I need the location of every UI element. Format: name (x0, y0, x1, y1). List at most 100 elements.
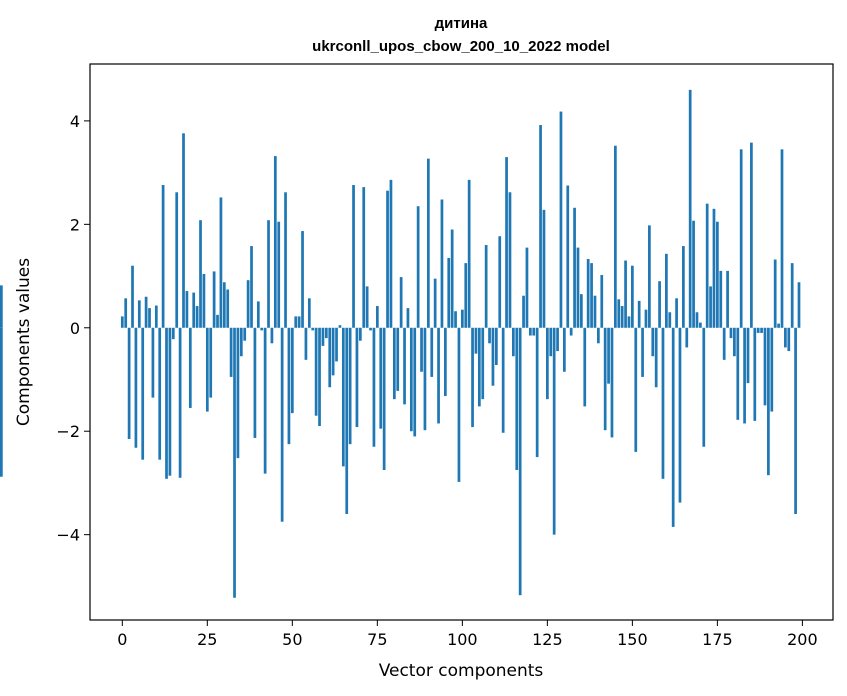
bar (556, 327, 559, 352)
bar (375, 306, 379, 328)
bar (168, 327, 172, 476)
y-axis-label: Components values (14, 258, 34, 426)
bars-group (0, 89, 801, 598)
bar (746, 327, 750, 384)
bar (736, 327, 740, 420)
bar (409, 327, 413, 432)
bar (501, 327, 505, 433)
bar (148, 308, 151, 328)
bar (529, 327, 532, 336)
bar (311, 327, 315, 331)
bar (440, 199, 444, 328)
bar (654, 327, 658, 388)
bar (454, 311, 457, 328)
bar (733, 327, 736, 357)
bar (614, 145, 617, 328)
bar (763, 327, 767, 406)
bar (280, 327, 284, 522)
bar (0, 327, 3, 477)
bar (729, 327, 733, 339)
bar (695, 312, 699, 328)
bar (144, 296, 148, 328)
bar (491, 327, 495, 386)
bar (464, 263, 468, 328)
bar (682, 246, 685, 328)
bar (430, 327, 434, 377)
bar (460, 309, 464, 328)
bar (403, 327, 406, 405)
x-axis-ticks: 0 25 50 75 100 125 150 175 200 (117, 620, 818, 649)
bar (580, 294, 583, 328)
bar (314, 327, 318, 416)
y-tick-label: 4 (70, 112, 80, 131)
bar (498, 236, 502, 328)
x-tick-label: 150 (617, 630, 648, 649)
bar (777, 323, 780, 328)
x-tick-label: 175 (702, 630, 733, 649)
bar (607, 327, 610, 384)
bar (250, 246, 253, 328)
bar (525, 247, 529, 328)
y-tick-label: 2 (70, 215, 80, 234)
bar (301, 231, 304, 328)
bar (137, 300, 141, 328)
bar (494, 327, 498, 366)
bar (474, 327, 478, 354)
bar (699, 322, 702, 328)
bar (641, 327, 644, 377)
bar (542, 209, 546, 328)
bar (590, 263, 593, 328)
bar (583, 327, 587, 407)
bar (675, 298, 678, 328)
bar (178, 327, 182, 478)
bar (794, 327, 797, 514)
bar (209, 327, 213, 398)
bar (372, 327, 376, 447)
bar (127, 327, 131, 439)
bar (559, 111, 563, 328)
bar (637, 300, 641, 328)
bar (358, 327, 362, 341)
bar (124, 298, 128, 328)
bar (267, 220, 270, 328)
bar (488, 327, 491, 344)
bar (624, 260, 627, 328)
bar (705, 203, 709, 328)
bar (205, 327, 209, 412)
bar (457, 327, 461, 482)
bar (712, 208, 716, 328)
bar (195, 306, 199, 328)
bar (634, 327, 638, 452)
bar (294, 316, 298, 328)
bar (229, 327, 233, 377)
bar (304, 327, 308, 360)
bar (505, 157, 508, 328)
bar (658, 281, 661, 328)
bar (668, 312, 672, 328)
bar (593, 295, 597, 328)
bar (617, 299, 621, 328)
bar (692, 220, 695, 328)
bar (348, 327, 352, 445)
bar (726, 270, 729, 328)
bar (702, 327, 706, 447)
bar (212, 271, 216, 328)
bar (131, 265, 134, 328)
bar (216, 314, 219, 328)
bar (780, 149, 784, 328)
bar (382, 327, 386, 471)
bar (324, 327, 328, 339)
bar (256, 301, 260, 328)
bar (515, 327, 519, 471)
bar (202, 273, 206, 328)
bar (284, 192, 287, 328)
x-axis-label: Vector components (379, 661, 544, 681)
bar (158, 327, 162, 460)
bar (236, 327, 240, 459)
bar (290, 327, 294, 414)
bar (512, 327, 515, 357)
bar (413, 327, 417, 437)
y-tick-label: −2 (56, 422, 80, 441)
bar (790, 263, 794, 328)
